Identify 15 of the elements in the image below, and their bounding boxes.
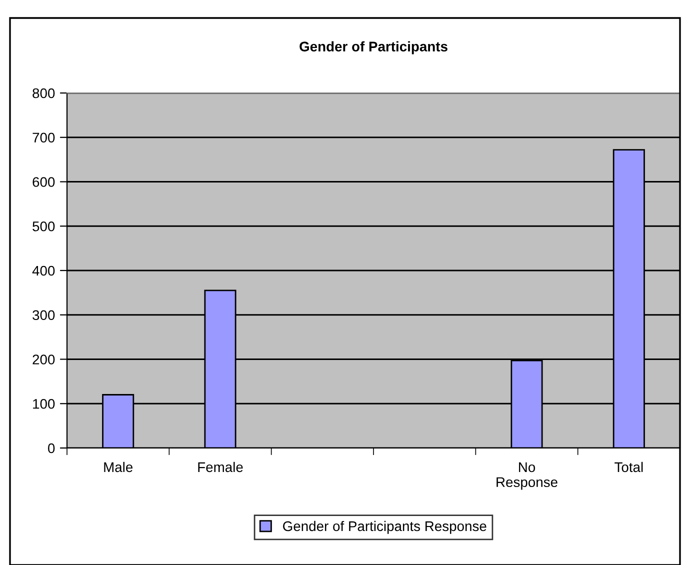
legend-label: Gender of Participants Response: [283, 520, 486, 534]
y-tick-label: 100: [33, 398, 55, 409]
y-tick-label: 600: [32, 177, 55, 187]
x-tick-label: No Response: [496, 462, 558, 490]
chart-title: Gender of Participants: [300, 41, 448, 54]
x-tick-label: Male: [104, 462, 133, 472]
x-tick-label: Female: [198, 462, 243, 472]
y-tick-label: 300: [32, 310, 55, 320]
y-tick-label: 500: [32, 221, 55, 232]
x-tick-label: Total: [614, 462, 643, 472]
y-tick-label: 200: [32, 354, 55, 364]
y-tick-label: 700: [32, 132, 55, 143]
y-tick-label: 400: [32, 266, 55, 276]
y-tick-label: 800: [32, 88, 55, 98]
y-tick-label: 0: [48, 443, 55, 454]
